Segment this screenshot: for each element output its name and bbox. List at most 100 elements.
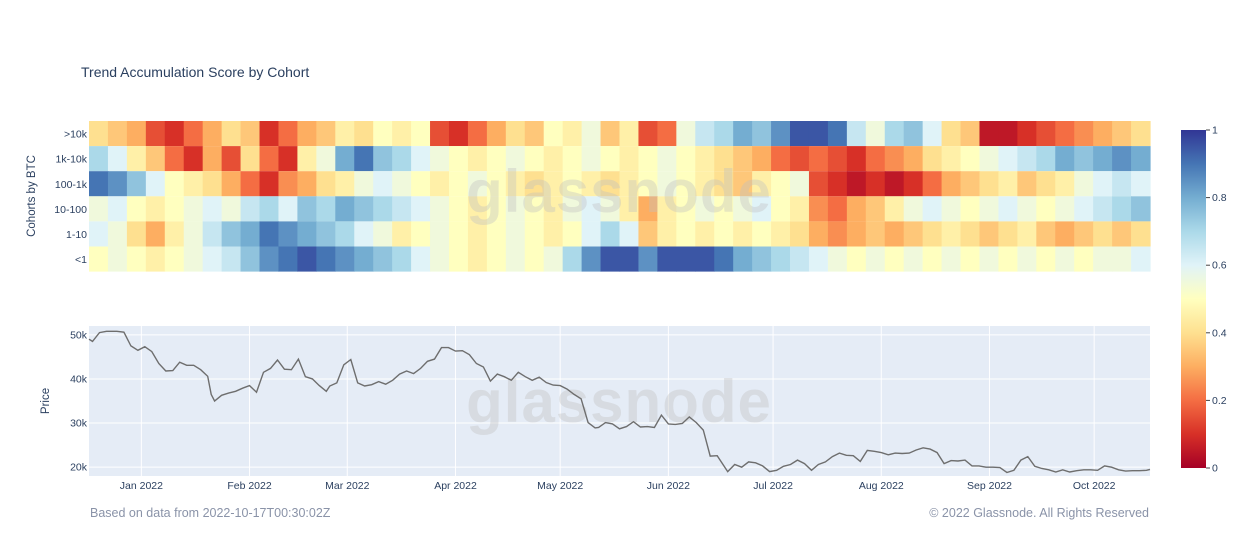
heatmap-cell (1112, 246, 1132, 272)
heatmap-cell (790, 171, 810, 197)
heatmap-cell (733, 146, 753, 172)
heatmap-cell (846, 246, 867, 272)
heatmap-cell (865, 196, 886, 222)
heatmap-cell (619, 121, 640, 147)
heatmap-cell (1093, 246, 1113, 272)
heatmap-cell (505, 121, 526, 147)
heatmap-cell (998, 146, 1018, 172)
heatmap-cell (619, 221, 640, 247)
heatmap-cell (543, 146, 564, 172)
heatmap-cell (411, 221, 431, 247)
heatmap-cell (638, 121, 658, 147)
heatmap-cell (486, 146, 507, 172)
heatmap-cell (752, 246, 772, 272)
heatmap (89, 121, 1151, 272)
colorbar-tick-label: 1 (1212, 125, 1218, 137)
heatmap-cell (297, 246, 317, 272)
heatmap-cell (1093, 221, 1113, 247)
heatmap-cell (998, 221, 1018, 247)
heatmap-cell (164, 121, 185, 147)
heatmap-row-label: 10-100 (54, 204, 87, 216)
heatmap-cell (1131, 121, 1151, 147)
heatmap-cell (790, 121, 810, 147)
heatmap-cell (771, 221, 791, 247)
heatmap-cell (752, 171, 772, 197)
heatmap-cell (562, 146, 583, 172)
heatmap-cell (884, 221, 905, 247)
heatmap-cell (1074, 196, 1094, 222)
heatmap-cell (164, 221, 185, 247)
heatmap-cell (316, 171, 336, 197)
heatmap-cell (657, 246, 677, 272)
heatmap-cell (979, 146, 1000, 172)
heatmap-cell (145, 121, 166, 147)
heatmap-cell (714, 121, 734, 147)
heatmap-cell (941, 121, 962, 147)
heatmap-cell (865, 221, 886, 247)
heatmap-cell (638, 196, 658, 222)
heatmap-cell (1074, 246, 1094, 272)
heatmap-cell (827, 196, 848, 222)
heatmap-cell (524, 121, 545, 147)
heatmap-cell (145, 221, 166, 247)
heatmap-cell (392, 196, 412, 222)
heatmap-cell (259, 246, 280, 272)
heatmap-cell (600, 121, 621, 147)
heatmap-cell (524, 221, 545, 247)
heatmap-cell (297, 196, 317, 222)
heatmap-cell (619, 196, 640, 222)
heatmap-cell (771, 246, 791, 272)
heatmap-cell (1093, 196, 1113, 222)
heatmap-cell (430, 121, 450, 147)
heatmap-cell (1093, 146, 1113, 172)
heatmap-cell (202, 221, 223, 247)
heatmap-cell (979, 171, 1000, 197)
heatmap-cell (259, 221, 280, 247)
heatmap-cell (183, 121, 204, 147)
heatmap-cell (562, 121, 583, 147)
heatmap-cell (581, 196, 602, 222)
heatmap-cell (998, 121, 1018, 147)
colorbar-tick-label: 0.6 (1212, 260, 1227, 272)
heatmap-cell (1112, 196, 1132, 222)
heatmap-cell (884, 146, 905, 172)
heatmap-cell (846, 146, 867, 172)
heatmap-cell (448, 246, 469, 272)
heatmap-cell (448, 146, 469, 172)
heatmap-cell (733, 221, 753, 247)
heatmap-cell (941, 221, 962, 247)
heatmap-cell (107, 221, 128, 247)
heatmap-cell (240, 196, 261, 222)
heatmap-cell (373, 121, 393, 147)
heatmap-cell (107, 171, 128, 197)
heatmap-cell (808, 221, 829, 247)
heatmap-cell (505, 246, 526, 272)
heatmap-cell (392, 146, 412, 172)
heatmap-cell (240, 171, 261, 197)
heatmap-cell (619, 171, 640, 197)
price-y-tick-label: 30k (70, 418, 88, 430)
heatmap-cell (1074, 221, 1094, 247)
heatmap-cell (240, 221, 261, 247)
heatmap-cell (884, 246, 905, 272)
heatmap-cell (619, 146, 640, 172)
heatmap-cell (202, 171, 223, 197)
heatmap-row-labels: >10k 1k-10k 100-1k 10-100 1-10 <1 (54, 129, 87, 267)
heatmap-cell (865, 121, 886, 147)
heatmap-cell (808, 246, 829, 272)
heatmap-cell (164, 171, 185, 197)
price-watermark: glassnode (466, 368, 772, 435)
heatmap-cell (467, 146, 488, 172)
heatmap-cell (448, 196, 469, 222)
heatmap-cell (221, 171, 242, 197)
heatmap-cell (733, 196, 753, 222)
heatmap-cell (733, 171, 753, 197)
price-y-tick-label: 50k (70, 329, 88, 341)
heatmap-cell (126, 121, 147, 147)
heatmap-cell (297, 121, 317, 147)
heatmap-cell (89, 121, 109, 147)
heatmap-cell (581, 171, 602, 197)
heatmap-cell (354, 196, 374, 222)
heatmap-cell (865, 171, 886, 197)
heatmap-cell (543, 221, 564, 247)
